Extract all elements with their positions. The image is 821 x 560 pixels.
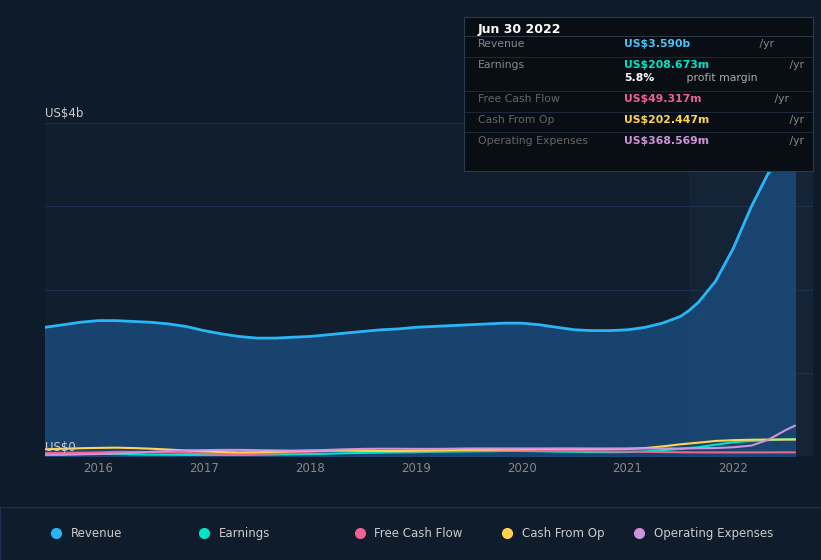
Text: US$368.569m: US$368.569m (624, 136, 709, 146)
Text: US$4b: US$4b (45, 108, 84, 120)
Text: Jun 30 2022: Jun 30 2022 (478, 23, 562, 36)
Text: Cash From Op: Cash From Op (522, 527, 604, 540)
Text: Operating Expenses: Operating Expenses (478, 136, 588, 146)
Text: Earnings: Earnings (478, 60, 525, 70)
Text: /yr: /yr (786, 115, 804, 124)
Text: Free Cash Flow: Free Cash Flow (478, 94, 560, 104)
Text: US$208.673m: US$208.673m (624, 60, 709, 70)
Text: Revenue: Revenue (478, 39, 525, 49)
Text: Earnings: Earnings (218, 527, 270, 540)
Text: 5.8%: 5.8% (624, 73, 654, 83)
Text: Revenue: Revenue (71, 527, 122, 540)
Text: US$202.447m: US$202.447m (624, 115, 709, 124)
Text: /yr: /yr (786, 136, 804, 146)
Text: /yr: /yr (771, 94, 789, 104)
Text: Free Cash Flow: Free Cash Flow (374, 527, 463, 540)
Text: US$3.590b: US$3.590b (624, 39, 690, 49)
Text: Cash From Op: Cash From Op (478, 115, 554, 124)
Bar (689, 123, 813, 456)
Text: US$49.317m: US$49.317m (624, 94, 702, 104)
Text: US$0: US$0 (45, 441, 76, 454)
Text: profit margin: profit margin (683, 73, 758, 83)
Text: Operating Expenses: Operating Expenses (654, 527, 773, 540)
Text: /yr: /yr (756, 39, 774, 49)
Text: /yr: /yr (786, 60, 804, 70)
